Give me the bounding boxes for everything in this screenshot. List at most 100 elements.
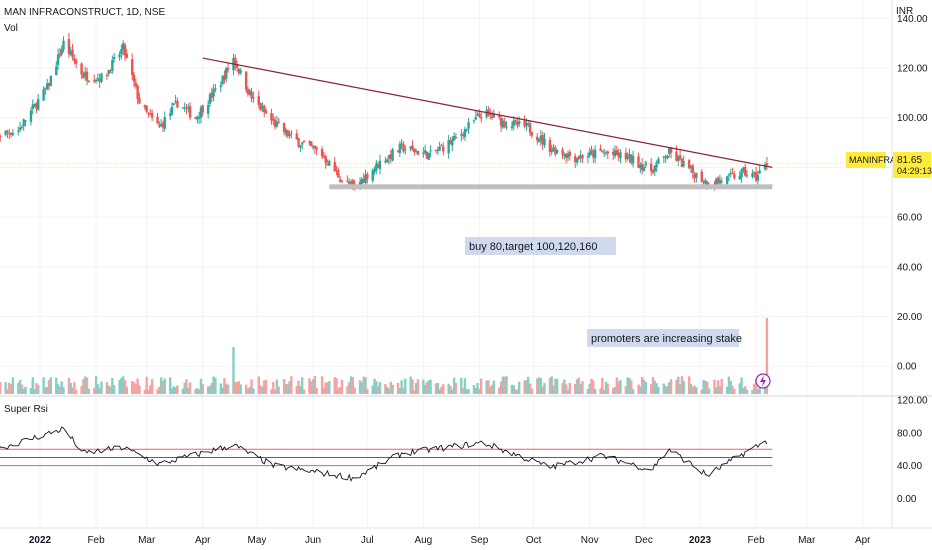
candle-body <box>666 155 669 159</box>
candle-body <box>639 164 642 169</box>
candle-body <box>706 181 709 187</box>
volume-bar <box>682 380 685 394</box>
volume-bar <box>259 385 262 394</box>
candle-body <box>490 116 494 119</box>
candle-body <box>371 170 374 181</box>
volume-bar <box>411 379 414 394</box>
candle-body <box>454 136 458 138</box>
volume-bar <box>181 388 185 394</box>
rsi-panel <box>0 426 773 482</box>
time-tick-label: Jun <box>305 535 321 546</box>
candle-body <box>592 151 595 158</box>
volume-bar <box>82 379 85 394</box>
candle-body <box>239 70 242 73</box>
candle-body <box>17 130 20 132</box>
candle-body <box>554 147 557 155</box>
volume-bar <box>284 384 288 394</box>
volume-bar <box>516 389 519 394</box>
volume-bar <box>588 384 591 394</box>
candle-body <box>738 175 741 180</box>
volume-bar <box>18 380 22 394</box>
candle-body <box>273 120 277 127</box>
candle-body <box>131 59 134 75</box>
volume-bar <box>715 387 718 394</box>
rsi-axis[interactable]: 120.00 80.00 40.00 0.00 <box>897 396 928 506</box>
volume-bar <box>299 385 302 394</box>
volume-bar <box>503 376 506 394</box>
volume-bar <box>677 376 680 394</box>
volume-bar <box>42 377 45 394</box>
candle-body <box>429 150 432 152</box>
price-tag[interactable]: MANINFRA 81.65 04:29:13 <box>846 152 932 178</box>
candle-body <box>516 121 519 126</box>
candle-body <box>640 163 644 171</box>
candle-body <box>121 43 125 50</box>
candle-body <box>82 73 85 79</box>
candle-body <box>389 154 392 159</box>
volume-bar <box>601 377 604 394</box>
volume-bar <box>639 386 642 394</box>
candle-body <box>564 153 568 158</box>
volume-bar <box>93 388 96 394</box>
note-promoters[interactable]: promoters are increasing stake <box>587 329 742 347</box>
candle-body <box>434 149 438 152</box>
volume-bar <box>225 383 228 394</box>
volume-bar <box>337 388 340 394</box>
candle-body <box>467 122 470 129</box>
drawings <box>0 57 892 190</box>
volume-bar <box>653 380 656 394</box>
candle-body <box>206 104 210 114</box>
volume-bar <box>125 386 128 394</box>
volume-bar <box>208 385 212 394</box>
candle-body <box>602 152 606 154</box>
candle-body <box>31 104 34 109</box>
candle-body <box>132 74 136 82</box>
candle-body <box>24 120 27 122</box>
candle-body <box>680 158 684 168</box>
volume-bar <box>642 379 646 394</box>
candle-body <box>566 153 570 158</box>
alert-badge[interactable] <box>755 373 771 389</box>
candle-body <box>143 105 147 108</box>
candle-body <box>720 181 723 183</box>
volume-bar <box>396 382 400 394</box>
volume-bar <box>311 379 315 394</box>
candle-body <box>73 58 76 62</box>
volume-legend[interactable]: Vol <box>4 23 18 34</box>
candle-body <box>328 160 331 166</box>
candle-body <box>56 54 60 65</box>
volume-bar <box>158 386 161 394</box>
candle-body <box>662 156 666 158</box>
volume-bar <box>17 382 20 394</box>
symbol-title[interactable]: MAN INFRACONSTRUCT, 1D, NSE <box>4 7 165 18</box>
volume-bar <box>74 389 78 394</box>
volume-bar <box>174 387 177 394</box>
volume-bar <box>188 382 192 394</box>
volume-bar <box>183 382 186 394</box>
time-tick-label: May <box>248 535 267 546</box>
time-axis[interactable]: 2022 Feb Mar Apr May Jun Jul Aug Sep Oct Nov Dec 202… <box>29 535 871 546</box>
volume-bar <box>290 376 293 394</box>
candle-body <box>145 106 148 112</box>
indicator-legend[interactable]: Super Rsi <box>4 404 48 415</box>
volume-bar <box>718 386 722 394</box>
candle-body <box>463 128 467 137</box>
candle-body <box>168 113 172 116</box>
candle-body <box>675 151 678 161</box>
candle-body <box>695 172 698 178</box>
note-buy-target-text: buy 80,target 100,120,160 <box>469 241 597 253</box>
candle-body <box>447 140 450 154</box>
note-buy-target[interactable]: buy 80,target 100,120,160 <box>465 237 616 255</box>
volume-bar <box>612 387 615 394</box>
volume-bar <box>46 386 49 394</box>
volume-bar <box>666 386 669 394</box>
volume-bar <box>678 384 682 394</box>
candle-body <box>451 139 454 146</box>
volume-bar <box>689 383 693 394</box>
candle-body <box>58 53 62 56</box>
volume-bar <box>315 387 318 394</box>
candle-body <box>210 92 213 98</box>
volume-bar <box>29 388 33 394</box>
volume-bar <box>649 384 653 394</box>
